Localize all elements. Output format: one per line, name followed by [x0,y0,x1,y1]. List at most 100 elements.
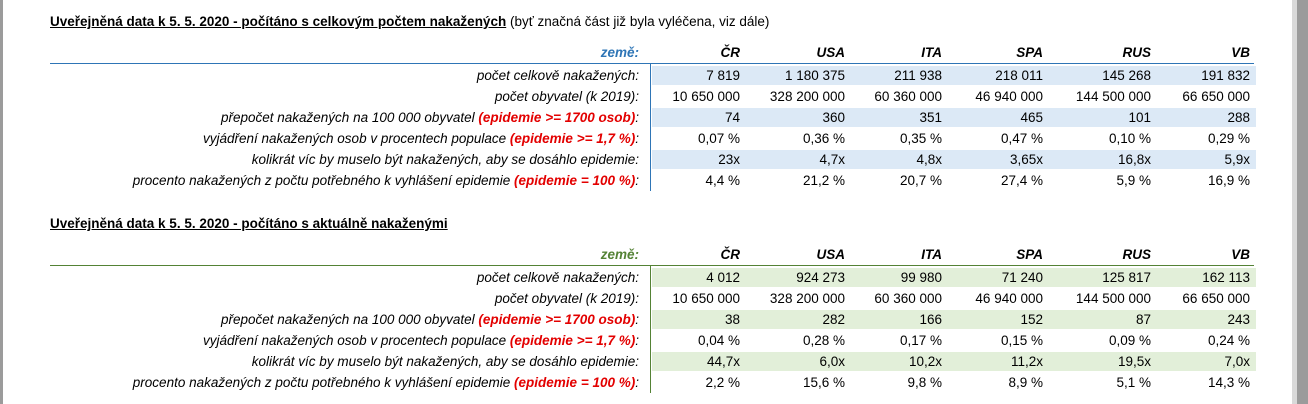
epidemic-threshold-note: (epidemie = 100 %) [514,375,636,390]
table-cell: 10 650 000 [672,89,740,104]
row-highlight [652,108,1256,127]
top-border [0,0,1308,4]
label-divider [650,63,651,191]
row-highlight [652,310,1256,329]
table-cell: 166 [919,312,942,327]
table-cell: 99 980 [900,270,942,285]
table-cell: 4 012 [706,270,740,285]
row-label: počet celkově nakažených: [477,267,639,288]
table-row: počet celkově nakažených: 4 012 924 273 99 … [0,267,1292,288]
column-header: RUS [1122,247,1151,262]
table-cell: 0,36 % [802,131,845,146]
table-cell: 60 360 000 [874,291,942,306]
table-cell: 4,4 % [705,173,740,188]
row-label: kolikrát víc by muselo být nakažených, a… [252,351,639,372]
table-cell: 7,0x [1224,354,1250,369]
table-cell: 0,24 % [1207,333,1250,348]
row-label-text: počet celkově nakažených: [476,270,639,285]
table-cell: 1 180 375 [784,68,845,83]
column-header: SPA [1016,45,1043,60]
table-cell: 20,7 % [899,173,942,188]
header-underline [50,265,1254,266]
table-cell: 0,15 % [1000,333,1043,348]
left-border [0,0,3,404]
section-title-text: Uveřejněná data k 5. 5. 2020 - počítáno … [50,216,448,231]
table-cell: 328 200 000 [769,89,845,104]
table-cell: 924 273 [796,270,845,285]
row-label-text: procento nakažených z počtu potřebného k… [132,375,515,390]
table-cell: 14,3 % [1207,375,1250,390]
table-cell: 282 [822,312,845,327]
header-row: země: ČR USA ITA SPA RUS VB [0,244,1292,265]
table-cell: 0,28 % [802,333,845,348]
table-cell: 101 [1128,110,1151,125]
table-cell: 243 [1227,312,1250,327]
row-label-text: kolikrát víc by muselo být nakažených, a… [251,354,639,369]
table-cell: 5,9 % [1116,173,1151,188]
row-label-text: počet obyvatel (k 2019): [494,89,639,104]
column-header: SPA [1016,247,1043,262]
table-cell: 2,2 % [705,375,740,390]
epidemic-threshold-note: (epidemie >= 1,7 %) [509,131,636,146]
row-label: počet obyvatel (k 2019): [495,86,639,107]
table-row: přepočet nakažených na 100 000 obyvatel … [0,107,1292,128]
table-cell: 211 938 [894,68,942,83]
table-cell: 46 940 000 [975,291,1043,306]
table-cell: 60 360 000 [874,89,942,104]
row-label: kolikrát víc by muselo být nakažených, a… [252,149,639,170]
table-cell: 360 [822,110,845,125]
table-cell: 144 500 000 [1075,89,1151,104]
table-row: přepočet nakažených na 100 000 obyvatel … [0,309,1292,330]
row-label-colon: : [635,333,639,348]
epidemic-threshold-note: (epidemie >= 1700 osob) [478,110,636,125]
column-header: VB [1231,247,1250,262]
column-header: RUS [1122,45,1151,60]
column-header: ITA [921,247,942,262]
table-cell: 152 [1020,312,1043,327]
table-cell: 38 [724,312,740,327]
column-header: ČR [720,247,741,262]
table-cell: 0,10 % [1108,131,1151,146]
table-cell: 8,9 % [1008,375,1043,390]
table-cell: 145 268 [1102,68,1151,83]
table-cell: 74 [724,110,740,125]
row-label-text: procento nakažených z počtu potřebného k… [132,173,515,188]
row-label-text: přepočet nakažených na 100 000 obyvatel [220,312,479,327]
epidemic-threshold-note: (epidemie >= 1700 osob) [478,312,636,327]
row-label: vyjádření nakažených osob v procentech p… [203,128,639,149]
header-row: země: ČR USA ITA SPA RUS VB [0,42,1292,63]
table-cell: 351 [919,110,942,125]
row-label-text: vyjádření nakažených osob v procentech p… [202,333,510,348]
table-cell: 27,4 % [1000,173,1043,188]
row-label-colon: : [635,131,639,146]
column-header: USA [816,45,845,60]
row-label-text: vyjádření nakažených osob v procentech p… [202,131,510,146]
table-cell: 0,04 % [697,333,740,348]
table-cell: 162 113 [1202,270,1250,285]
table-cell: 0,17 % [899,333,942,348]
table-cell: 6,0x [819,354,845,369]
row-label-text: přepočet nakažených na 100 000 obyvatel [220,110,479,125]
column-header: VB [1231,45,1250,60]
table-cell: 10 650 000 [672,291,740,306]
table-row: vyjádření nakažených osob v procentech p… [0,128,1292,149]
table-cell: 0,09 % [1108,333,1151,348]
page-shadow [1292,0,1297,404]
table-cell: 44,7x [706,354,740,369]
row-label: počet celkově nakažených: [477,65,639,86]
table-cell: 0,07 % [697,131,740,146]
table-cell: 23x [718,152,740,167]
table-row: počet celkově nakažených: 7 819 1 180 375 2… [0,65,1292,86]
table-row: procento nakažených z počtu potřebného k… [0,372,1292,393]
table-cell: 11,2x [1010,354,1043,369]
table-cell: 10,2x [908,354,942,369]
table-row: vyjádření nakažených osob v procentech p… [0,330,1292,351]
table-cell: 144 500 000 [1075,291,1151,306]
section-title: Uveřejněná data k 5. 5. 2020 - počítáno … [50,14,769,29]
table-cell: 0,29 % [1207,131,1250,146]
table-cell: 87 [1135,312,1151,327]
table-cell: 21,2 % [802,173,845,188]
row-label-text: počet obyvatel (k 2019): [494,291,639,306]
row-highlight [652,150,1256,169]
table-cell: 46 940 000 [975,89,1043,104]
